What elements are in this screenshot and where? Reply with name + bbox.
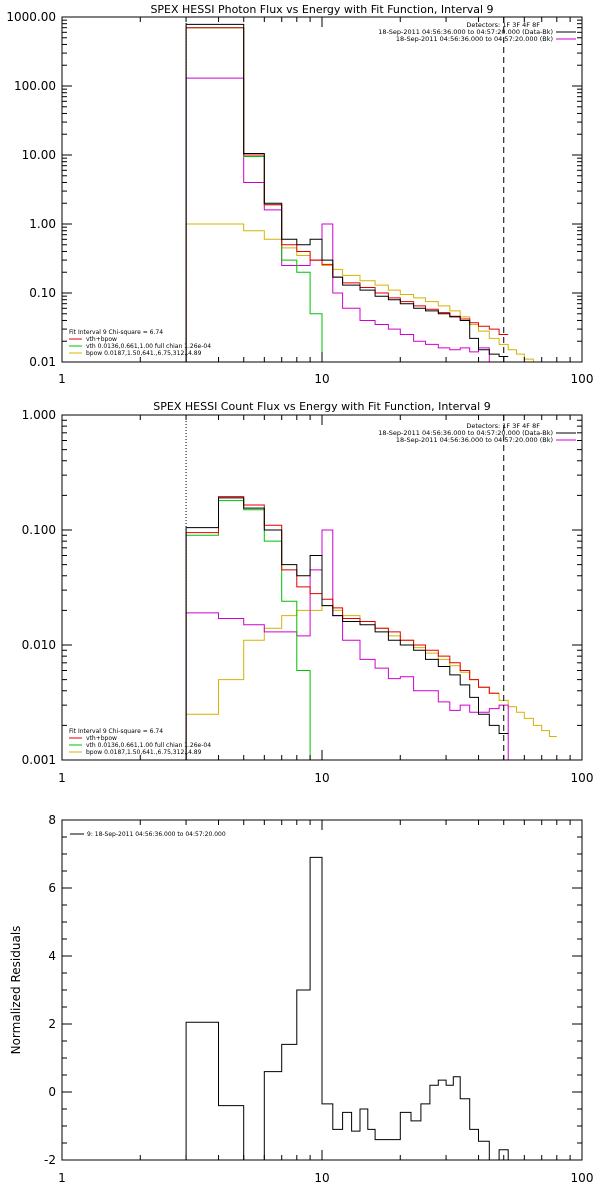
count-flux-series-data xyxy=(185,497,509,760)
legend-data-bk: 18-Sep-2011 04:56:36.000 to 04:57:20.000… xyxy=(378,28,553,36)
residuals-x-tick-label: 100 xyxy=(571,1171,594,1185)
legend-model-total: vth+bpow xyxy=(86,735,117,742)
residuals-panel: 1 10 100 -2 0 2 4 6 8 Normalized Residuals 9: 18… xyxy=(9,813,593,1185)
residuals-x-tick-label: 1 xyxy=(58,1171,66,1185)
count-flux-panel: SPEX HESSI Count Flux vs Energy with Fit… xyxy=(22,400,594,785)
photon-flux-legend-bottom-left: Fit Interval 9 Chi-square = 6.74 vth+bpo… xyxy=(69,329,211,357)
count-flux-legend-top-right: Detectors: 1F 3F 4F 8F 18-Sep-2011 04:56… xyxy=(378,422,576,444)
count-flux-y-tick-label: 0.100 xyxy=(22,523,56,537)
photon-flux-series-bpow xyxy=(185,223,542,363)
count-flux-x-tick-label: 10 xyxy=(314,771,329,785)
residuals-y-tick-label: 2 xyxy=(48,1017,56,1031)
residuals-legend: 9: 18-Sep-2011 04:56:36.000 to 04:57:20.… xyxy=(87,831,226,838)
photon-flux-legend-top-right: Detectors: 1F 3F 4F 8F 18-Sep-2011 04:56… xyxy=(378,21,576,43)
photon-flux-vlines xyxy=(185,17,505,362)
legend-model-total: vth+bpow xyxy=(86,336,117,343)
count-flux-ticks: 1 10 100 0.001 0.010 0.100 1.000 xyxy=(22,408,594,785)
residuals-ticks: 1 10 100 -2 0 2 4 6 8 xyxy=(44,813,593,1185)
photon-flux-y-tick-label: 10.00 xyxy=(22,148,56,162)
photon-flux-title: SPEX HESSI Photon Flux vs Energy with Fi… xyxy=(150,3,493,16)
photon-flux-series xyxy=(185,23,542,363)
photon-flux-ticks: 1 10 100 0.01 0.10 1.00 10.00 100.00 1000.00 xyxy=(6,10,593,386)
count-flux-series-bpow xyxy=(185,605,557,760)
count-flux-x-tick-label: 100 xyxy=(571,771,594,785)
residuals-x-tick-label: 10 xyxy=(314,1171,329,1185)
photon-flux-y-tick-label: 0.01 xyxy=(29,355,56,369)
count-flux-legend-bottom-left: Fit Interval 9 Chi-square = 6.74 vth+bpo… xyxy=(69,728,211,756)
legend-detectors: Detectors: 1F 3F 4F 8F xyxy=(466,422,540,430)
photon-flux-y-tick-label: 1.00 xyxy=(29,217,56,231)
legend-bpow: bpow 0.0187,1.50,641.,6.75,312.,4.89 xyxy=(86,350,202,357)
legend-vth: vth 0.0136,0.661,1.00 full chian 1.26e-0… xyxy=(86,343,211,350)
legend-detectors: Detectors: 1F 3F 4F 8F xyxy=(466,21,540,29)
photon-flux-panel: SPEX HESSI Photon Flux vs Energy with Fi… xyxy=(6,3,593,386)
count-flux-vlines xyxy=(185,415,505,760)
photon-flux-x-tick-label: 100 xyxy=(571,372,594,386)
legend-data-bk: 18-Sep-2011 04:56:36.000 to 04:57:20.000… xyxy=(378,429,553,437)
legend-vth: vth 0.0136,0.661,1.00 full chian 1.26e-0… xyxy=(86,742,211,749)
legend-bpow: bpow 0.0187,1.50,641.,6.75,312.,4.89 xyxy=(86,749,202,756)
photon-flux-y-tick-label: 1000.00 xyxy=(6,10,56,24)
residuals-series-line xyxy=(185,856,509,1161)
count-flux-series-background xyxy=(185,529,517,761)
count-flux-x-tick-label: 1 xyxy=(58,771,66,785)
residuals-y-tick-label: 4 xyxy=(48,949,56,963)
count-flux-y-tick-label: 0.001 xyxy=(22,753,56,767)
residuals-y-tick-label: 6 xyxy=(48,881,56,895)
photon-flux-x-tick-label: 10 xyxy=(314,372,329,386)
count-flux-series xyxy=(185,496,557,761)
legend-bk: 18-Sep-2011 04:56:36.000 to 04:57:20.000… xyxy=(396,35,553,43)
residuals-series xyxy=(185,856,509,1161)
residuals-y-tick-label: 8 xyxy=(48,813,56,827)
legend-fit-interval: Fit Interval 9 Chi-square = 6.74 xyxy=(69,728,163,735)
count-flux-y-tick-label: 0.010 xyxy=(22,638,56,652)
photon-flux-x-tick-label: 1 xyxy=(58,372,66,386)
photon-flux-series-data xyxy=(185,23,509,362)
count-flux-title: SPEX HESSI Count Flux vs Energy with Fit… xyxy=(153,400,490,413)
residuals-y-tick-label: 0 xyxy=(48,1085,56,1099)
residuals-y-axis-label: Normalized Residuals xyxy=(9,926,23,1055)
count-flux-y-tick-label: 1.000 xyxy=(22,408,56,422)
count-flux-series-model-total xyxy=(185,496,500,760)
photon-flux-y-tick-label: 0.10 xyxy=(29,286,56,300)
photon-flux-y-tick-label: 100.00 xyxy=(14,79,56,93)
legend-bk: 18-Sep-2011 04:56:36.000 to 04:57:20.000… xyxy=(396,436,553,444)
legend-fit-interval: Fit Interval 9 Chi-square = 6.74 xyxy=(69,329,163,336)
residuals-y-tick-label: -2 xyxy=(44,1153,56,1167)
